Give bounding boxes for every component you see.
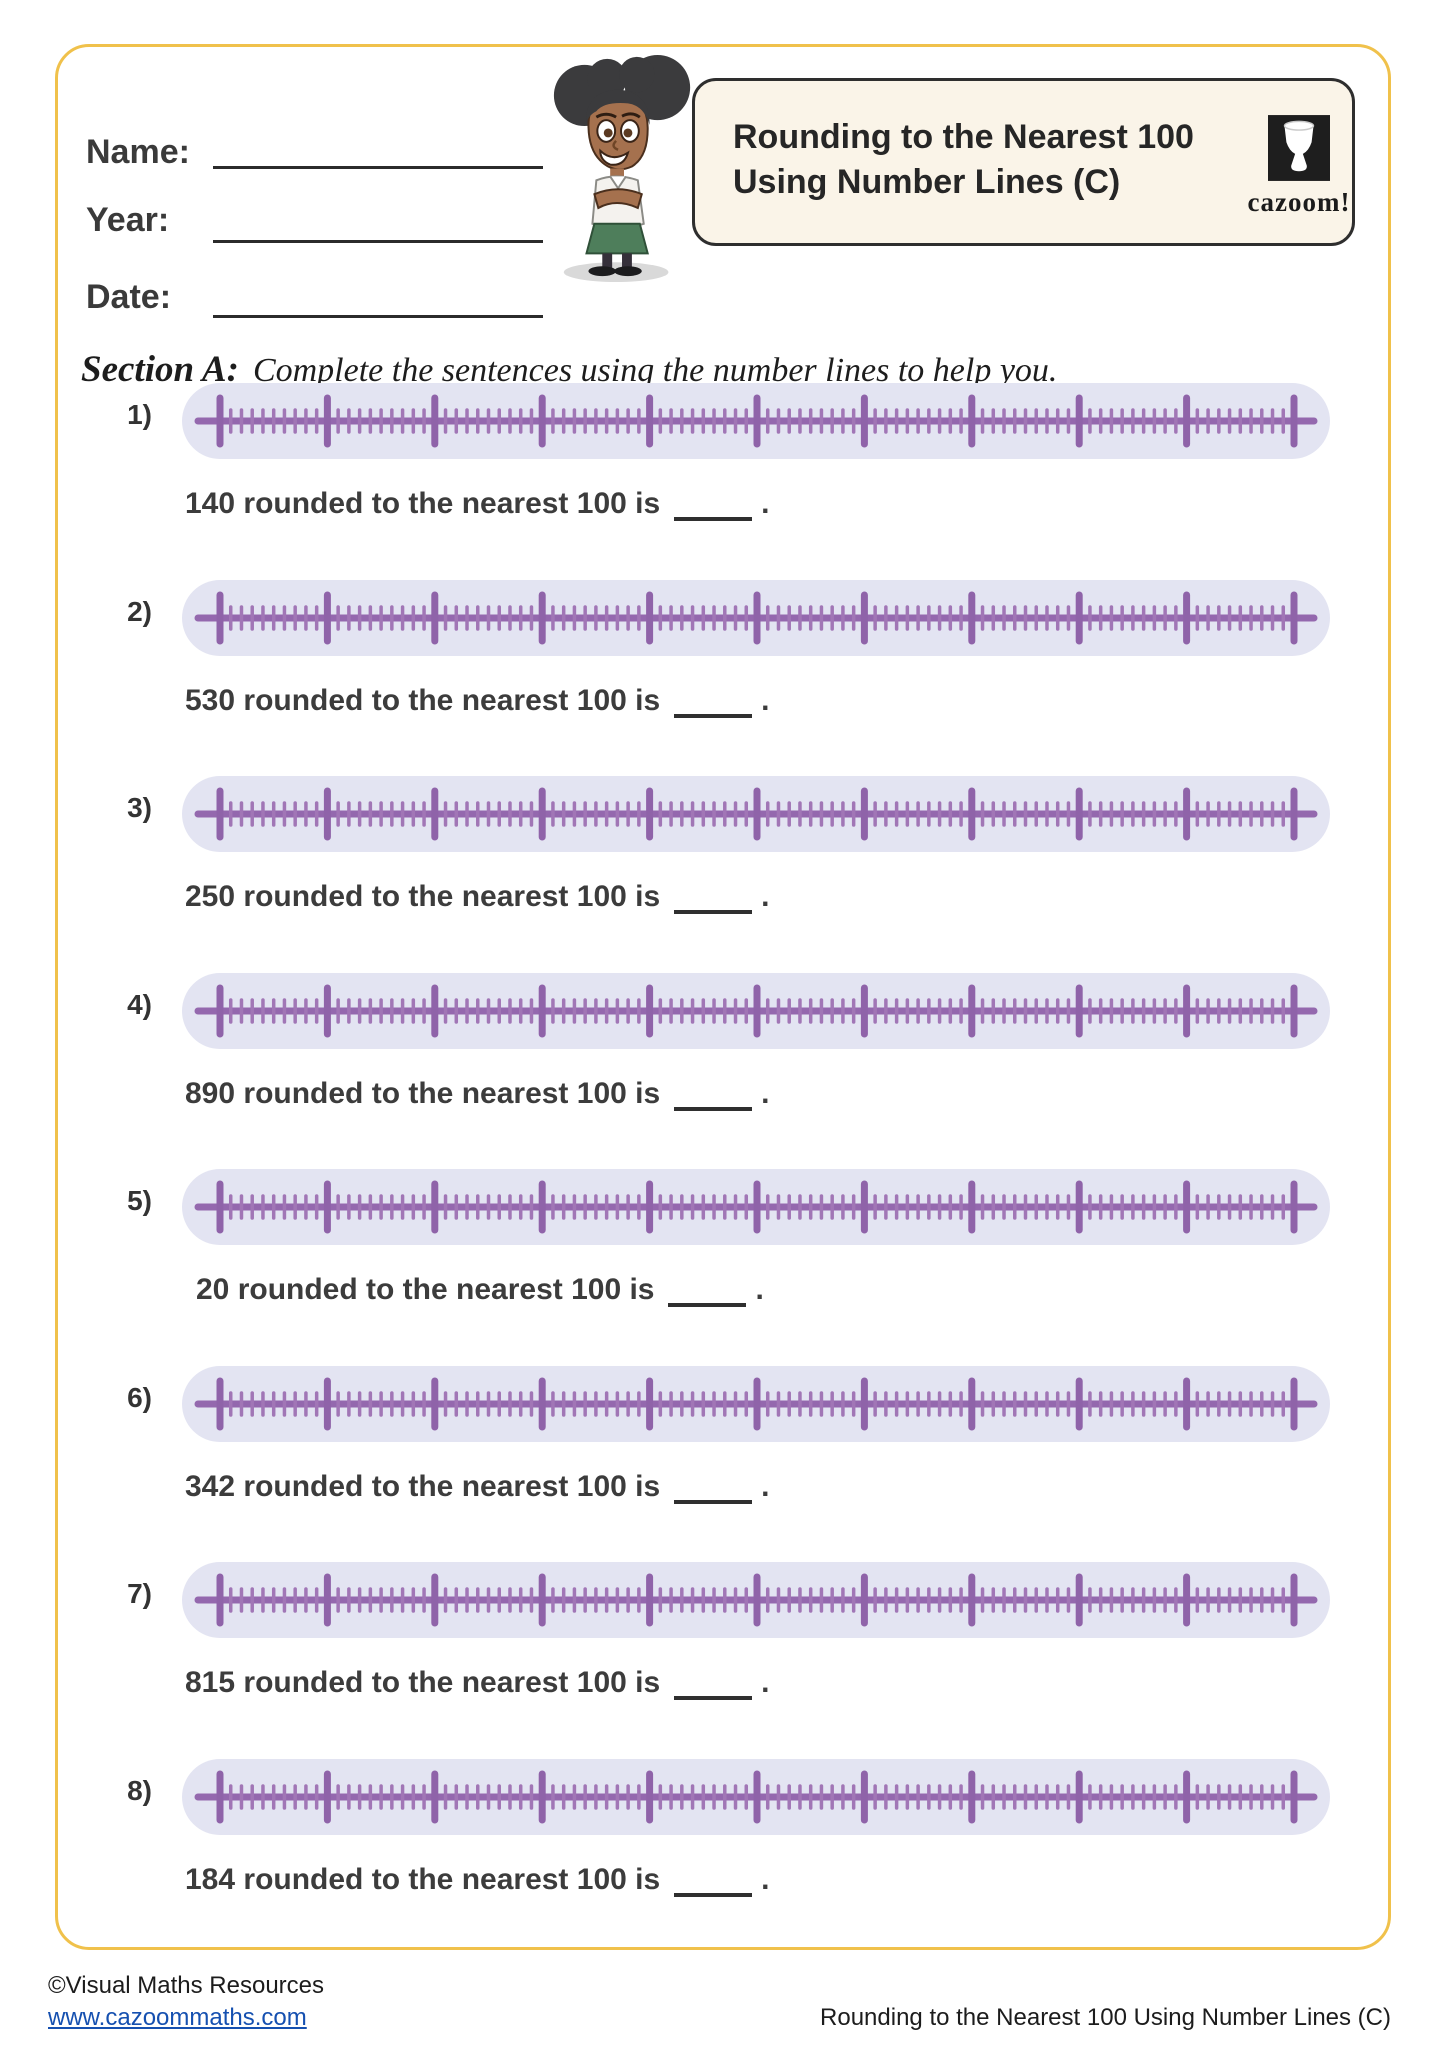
page-border xyxy=(55,44,1391,1950)
question-block: 4) 890 rounded to the nearest 100 is. xyxy=(0,973,1443,1163)
question-number: 7) xyxy=(127,1578,152,1609)
number-line xyxy=(194,1573,1318,1627)
question-number: 4) xyxy=(127,989,152,1020)
number-line xyxy=(194,1770,1318,1824)
number-line-panel xyxy=(182,776,1330,852)
sentence-period: . xyxy=(755,1273,764,1306)
question-sentence: 184 rounded to the nearest 100 is. xyxy=(185,1863,770,1897)
question-block: 5) 20 rounded to the nearest 100 is. xyxy=(0,1169,1443,1359)
sentence-text: 250 rounded to the nearest 100 is xyxy=(185,880,661,913)
question-sentence: 342 rounded to the nearest 100 is. xyxy=(185,1470,770,1504)
question-block: 6) 342 rounded to the nearest 100 is. xyxy=(0,1366,1443,1556)
number-line-panel xyxy=(182,1562,1330,1638)
number-line xyxy=(194,787,1318,841)
question-number: 3) xyxy=(127,792,152,823)
question-block: 3) 250 rounded to the nearest 100 is. xyxy=(0,776,1443,966)
number-line-panel xyxy=(182,580,1330,656)
drum-icon xyxy=(1268,115,1330,181)
question-sentence: 20 rounded to the nearest 100 is. xyxy=(196,1273,764,1307)
answer-blank xyxy=(674,1686,753,1700)
sentence-period: . xyxy=(761,880,770,913)
sentence-text: 815 rounded to the nearest 100 is xyxy=(185,1666,661,1699)
number-line xyxy=(194,1377,1318,1431)
number-line-panel xyxy=(182,1366,1330,1442)
page-title-line2: Using Number Lines (C) xyxy=(733,163,1121,201)
number-line-panel xyxy=(182,383,1330,459)
cazoom-logo: cazoom! xyxy=(1247,115,1351,218)
logo-text: cazoom! xyxy=(1247,187,1351,217)
sentence-period: . xyxy=(761,1666,770,1699)
sentence-period: . xyxy=(761,487,770,520)
question-number: 2) xyxy=(127,596,152,627)
number-line-panel xyxy=(182,1759,1330,1835)
sentence-period: . xyxy=(761,1470,770,1503)
number-line-panel xyxy=(182,1169,1330,1245)
page-title: Rounding to the Nearest 100 Using Number… xyxy=(733,115,1233,205)
footer-link[interactable]: www.cazoommaths.com xyxy=(48,2004,307,2031)
date-label: Date: xyxy=(86,278,172,316)
date-input-line xyxy=(213,315,543,318)
sentence-text: 20 rounded to the nearest 100 is xyxy=(196,1273,655,1306)
footer-doc-title: Rounding to the Nearest 100 Using Number… xyxy=(820,2004,1391,2031)
number-line xyxy=(194,591,1318,645)
title-box: Rounding to the Nearest 100 Using Number… xyxy=(692,78,1355,246)
footer-copyright: ©Visual Maths Resources xyxy=(48,1972,325,1999)
question-number: 8) xyxy=(127,1775,152,1806)
answer-blank xyxy=(674,1490,753,1504)
question-block: 1) 140 rounded to the nearest 100 is. xyxy=(0,383,1443,573)
sentence-text: 184 rounded to the nearest 100 is xyxy=(185,1863,661,1896)
sentence-period: . xyxy=(761,1863,770,1896)
question-sentence: 815 rounded to the nearest 100 is. xyxy=(185,1666,770,1700)
sentence-text: 530 rounded to the nearest 100 is xyxy=(185,684,661,717)
sentence-text: 342 rounded to the nearest 100 is xyxy=(185,1470,661,1503)
question-block: 8) 184 rounded to the nearest 100 is. xyxy=(0,1759,1443,1949)
sentence-period: . xyxy=(761,684,770,717)
character-illustration xyxy=(545,52,703,289)
number-line xyxy=(194,984,1318,1038)
sentence-text: 140 rounded to the nearest 100 is xyxy=(185,487,661,520)
answer-blank xyxy=(674,1883,753,1897)
number-line xyxy=(194,1180,1318,1234)
number-line xyxy=(194,394,1318,448)
question-sentence: 250 rounded to the nearest 100 is. xyxy=(185,880,770,914)
name-label: Name: xyxy=(86,133,190,171)
page-title-line1: Rounding to the Nearest 100 xyxy=(733,118,1194,156)
question-number: 6) xyxy=(127,1382,152,1413)
name-input-line xyxy=(213,166,543,169)
schoolgirl-icon xyxy=(553,54,691,283)
section-heading: Section A: Complete the sentences using t… xyxy=(81,348,1057,391)
question-sentence: 890 rounded to the nearest 100 is. xyxy=(185,1077,770,1111)
answer-blank xyxy=(674,900,753,914)
section-instruction: Complete the sentences using the number … xyxy=(252,352,1058,389)
answer-blank xyxy=(668,1293,747,1307)
question-block: 7) 815 rounded to the nearest 100 is. xyxy=(0,1562,1443,1752)
number-line-panel xyxy=(182,973,1330,1049)
year-input-line xyxy=(213,240,543,243)
sentence-period: . xyxy=(761,1077,770,1110)
question-block: 2) 530 rounded to the nearest 100 is. xyxy=(0,580,1443,770)
question-sentence: 140 rounded to the nearest 100 is. xyxy=(185,487,770,521)
question-number: 5) xyxy=(127,1185,152,1216)
sentence-text: 890 rounded to the nearest 100 is xyxy=(185,1077,661,1110)
year-label: Year: xyxy=(86,201,170,239)
question-number: 1) xyxy=(127,399,152,430)
question-sentence: 530 rounded to the nearest 100 is. xyxy=(185,684,770,718)
answer-blank xyxy=(674,507,753,521)
answer-blank xyxy=(674,1097,753,1111)
answer-blank xyxy=(674,704,753,718)
